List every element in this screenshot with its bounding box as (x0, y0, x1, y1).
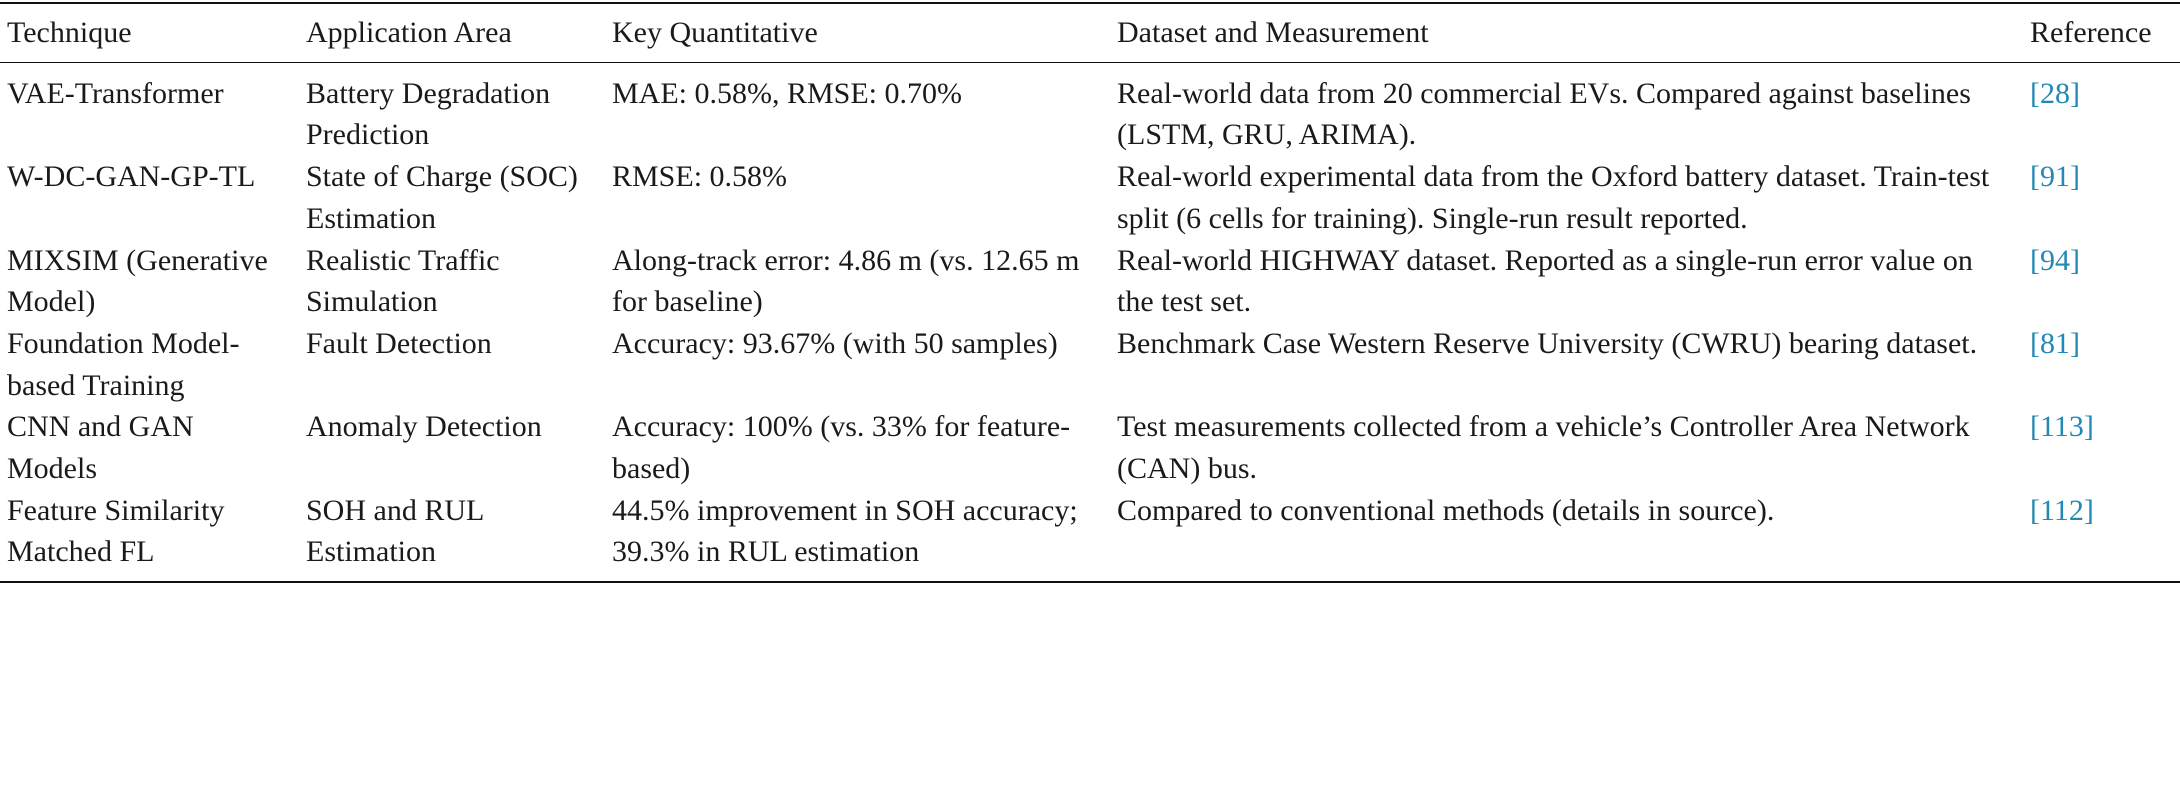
table-row: Feature Similarity Matched FL SOH and RUL… (0, 490, 2180, 583)
technique-cell: W-DC-GAN-GP-TL (7, 160, 256, 194)
table-row: MIXSIM (Generative Model) Realistic Traff… (0, 240, 2180, 323)
application-area-cell: SOH and RUL Estimation (306, 493, 484, 569)
header-cell: Technique (7, 16, 132, 49)
table-header: Technique Application Area Key Quantitativ… (0, 3, 2180, 63)
reference-cell[interactable]: [113] (2030, 410, 2094, 444)
application-area-cell: State of Charge (SOC) Estimation (306, 160, 578, 235)
reference-cell[interactable]: [112] (2030, 493, 2094, 527)
technique-cell: CNN and GAN Models (7, 410, 194, 486)
key-quantitative-cell: MAE: 0.58%, RMSE: 0.70% (612, 76, 963, 110)
header-cell: Reference (2030, 16, 2152, 49)
dataset-measurement-cell: Benchmark Case Western Reserve Universit… (1117, 326, 1978, 360)
dataset-measurement-cell: Real-world data from 20 commercial EVs. … (1117, 76, 1971, 152)
table-row: W-DC-GAN-GP-TL State of Charge (SOC) Esti… (0, 156, 2180, 239)
technique-cell: Feature Similarity Matched FL (7, 493, 225, 569)
reference-cell[interactable]: [91] (2030, 160, 2080, 194)
application-area-cell: Fault Detection (306, 326, 492, 360)
header-cell: Application Area (306, 16, 512, 49)
header-cell: Dataset and Measurement (1117, 16, 1429, 49)
key-quantitative-cell: Along-track error: 4.86 m (vs. 12.65 m f… (612, 243, 1080, 319)
comparison-table: Technique Application Area Key Quantitativ… (0, 2, 2180, 583)
key-quantitative-cell: RMSE: 0.58% (612, 160, 788, 194)
technique-cell: Foundation Model-based Training (7, 326, 240, 402)
header-row: Technique Application Area Key Quantitativ… (0, 3, 2180, 63)
table-row: CNN and GAN Models Anomaly Detection Accur… (0, 406, 2180, 489)
reference-cell[interactable]: [94] (2030, 243, 2080, 277)
technique-cell: VAE-Transformer (7, 76, 224, 110)
application-area-cell: Realistic Traffic Simulation (306, 243, 500, 319)
reference-cell[interactable]: [28] (2030, 76, 2080, 110)
key-quantitative-cell: Accuracy: 93.67% (with 50 samples) (612, 326, 1058, 360)
table-row: VAE-Transformer Battery Degradation Predi… (0, 62, 2180, 156)
table-row: Foundation Model-based Training Fault Det… (0, 323, 2180, 406)
dataset-measurement-cell: Real-world experimental data from the Ox… (1117, 160, 1990, 235)
dataset-measurement-cell: Test measurements collected from a vehic… (1117, 410, 1970, 486)
reference-cell[interactable]: [81] (2030, 326, 2080, 360)
dataset-measurement-cell: Real-world HIGHWAY dataset. Reported as … (1117, 243, 1973, 319)
header-cell: Key Quantitative (612, 16, 818, 49)
dataset-measurement-cell: Compared to conventional methods (detail… (1117, 493, 1775, 527)
key-quantitative-cell: 44.5% improvement in SOH accuracy; 39.3%… (612, 493, 1078, 569)
key-quantitative-cell: Accuracy: 100% (vs. 33% for feature-base… (612, 410, 1071, 486)
application-area-cell: Battery Degradation Prediction (306, 76, 551, 152)
technique-cell: MIXSIM (Generative Model) (7, 243, 268, 319)
table-body: VAE-Transformer Battery Degradation Predi… (0, 62, 2180, 583)
application-area-cell: Anomaly Detection (306, 410, 542, 444)
